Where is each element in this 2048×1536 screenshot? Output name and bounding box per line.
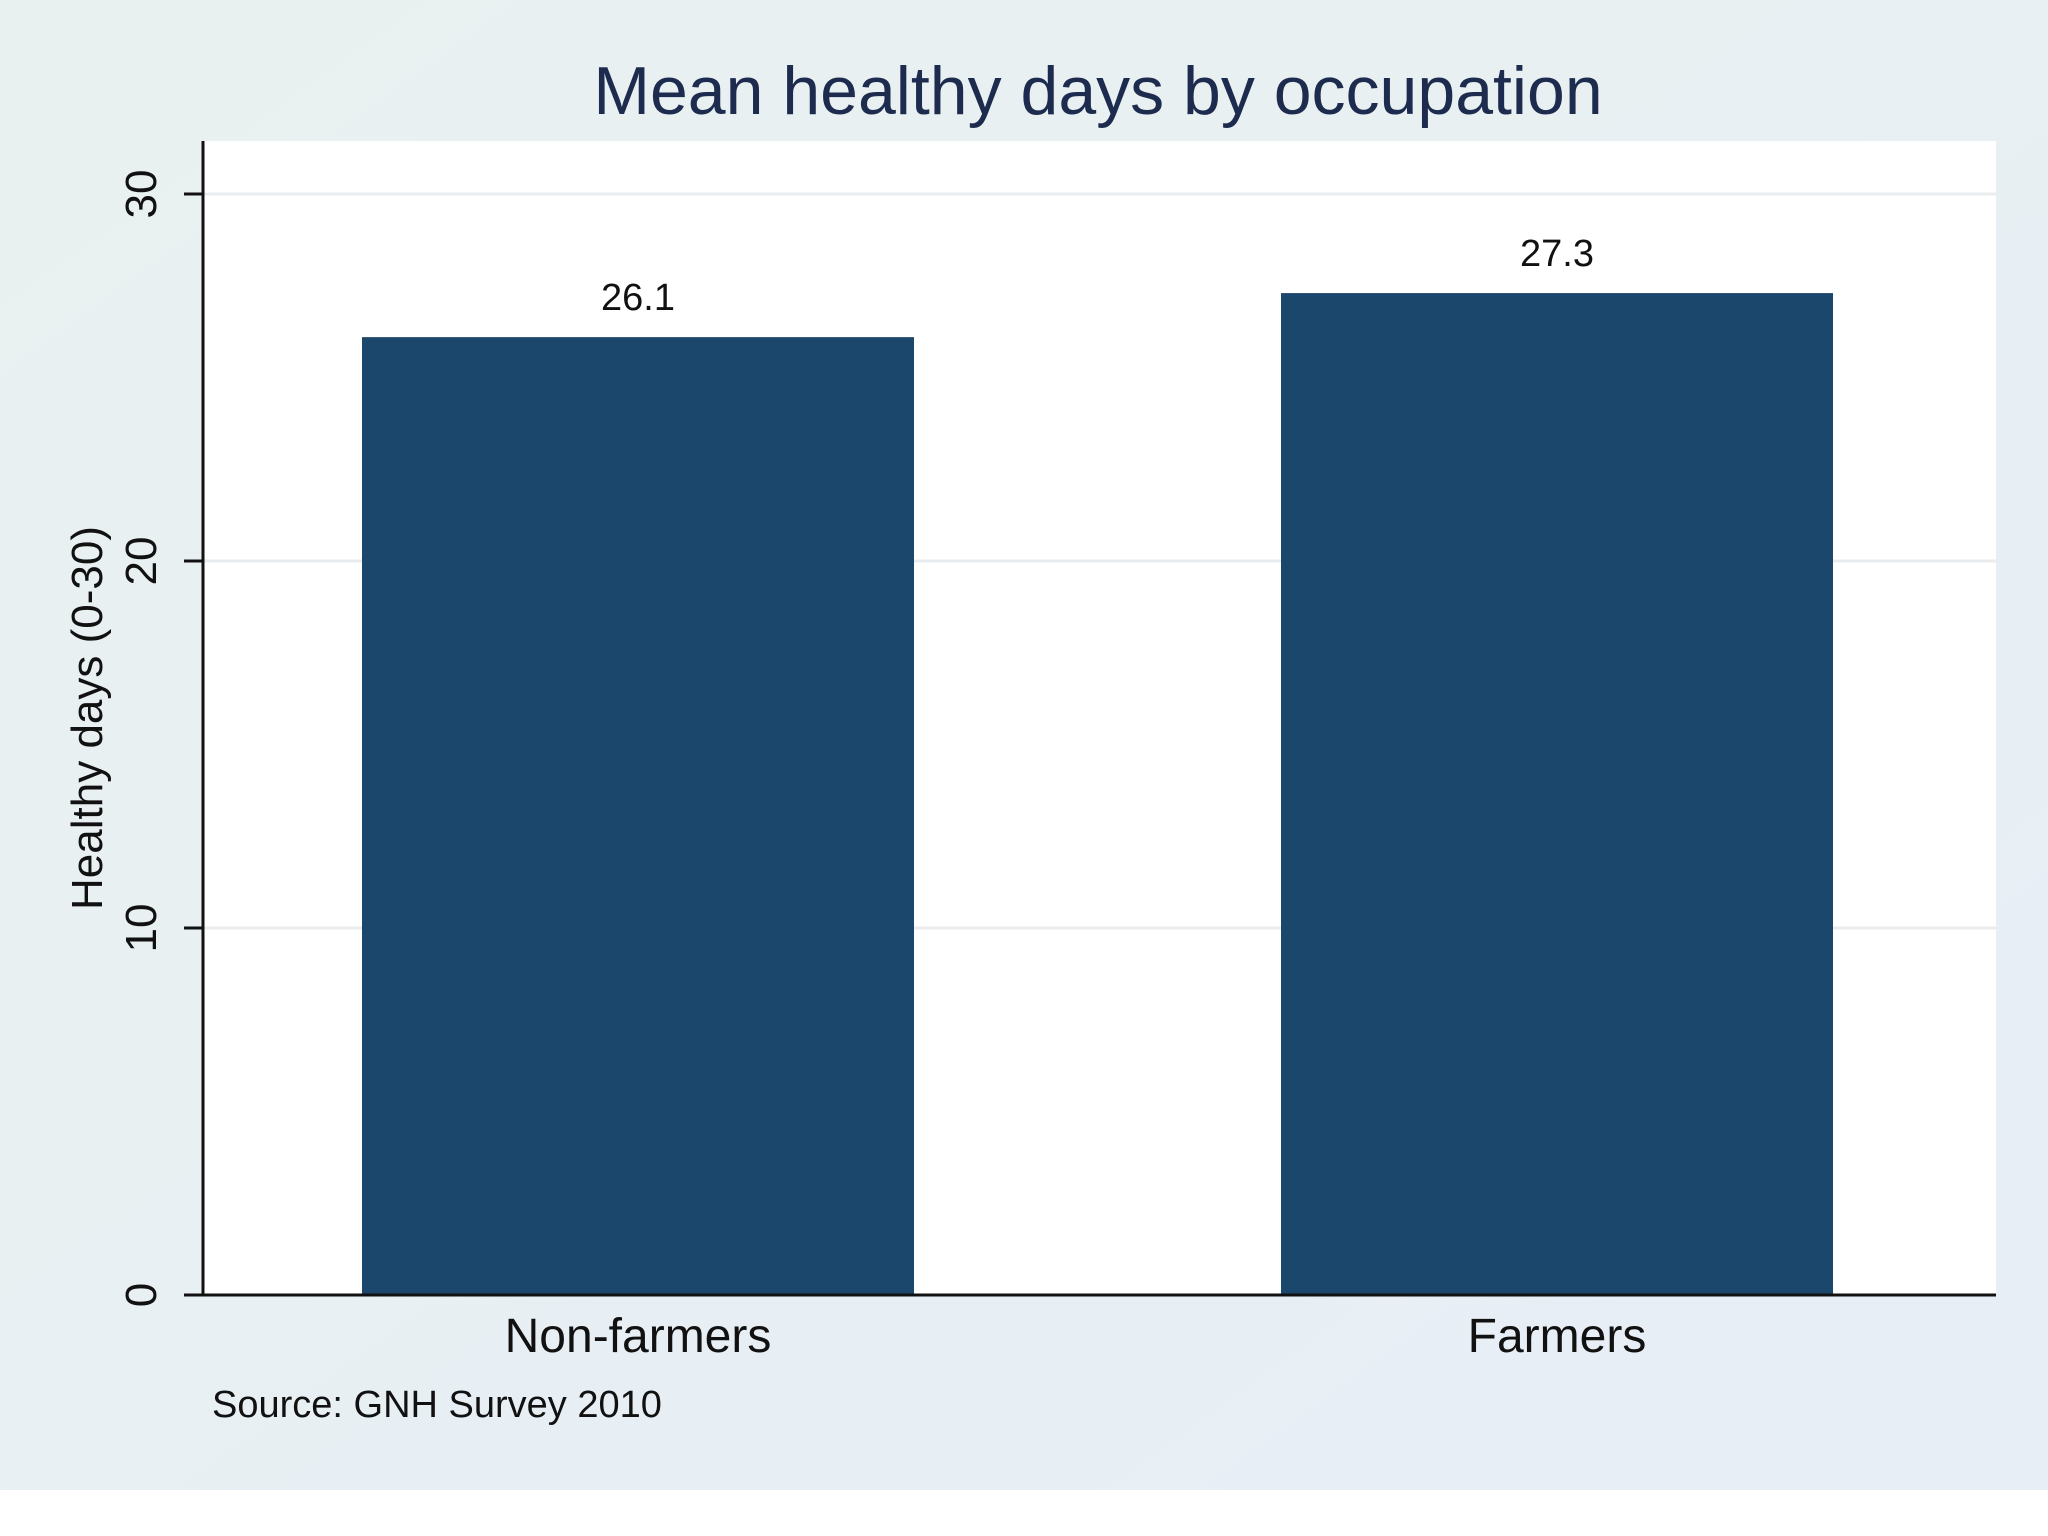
category-label-farmers: Farmers bbox=[1468, 1310, 1647, 1363]
y-tick-label-0: 0 bbox=[117, 1283, 166, 1307]
bar-farmers bbox=[1281, 293, 1833, 1295]
bar-chart: 0 10 20 30 26.1 27.3 Non-farmers Farmers… bbox=[0, 0, 2048, 1536]
y-tick-label-20: 20 bbox=[117, 537, 166, 586]
value-label-non-farmers: 26.1 bbox=[601, 277, 675, 319]
y-tick-label-10: 10 bbox=[117, 904, 166, 953]
source-note: Source: GNH Survey 2010 bbox=[212, 1384, 662, 1426]
y-tick-label-30: 30 bbox=[117, 170, 166, 219]
bar-non-farmers bbox=[362, 337, 914, 1295]
chart-figure: 0 10 20 30 26.1 27.3 Non-farmers Farmers… bbox=[0, 0, 2048, 1536]
chart-title: Mean healthy days by occupation bbox=[593, 53, 1602, 129]
value-label-farmers: 27.3 bbox=[1520, 233, 1594, 275]
category-label-non-farmers: Non-farmers bbox=[505, 1310, 772, 1363]
y-axis-title: Healthy days (0-30) bbox=[63, 526, 112, 910]
bottom-strip bbox=[0, 1490, 2048, 1536]
